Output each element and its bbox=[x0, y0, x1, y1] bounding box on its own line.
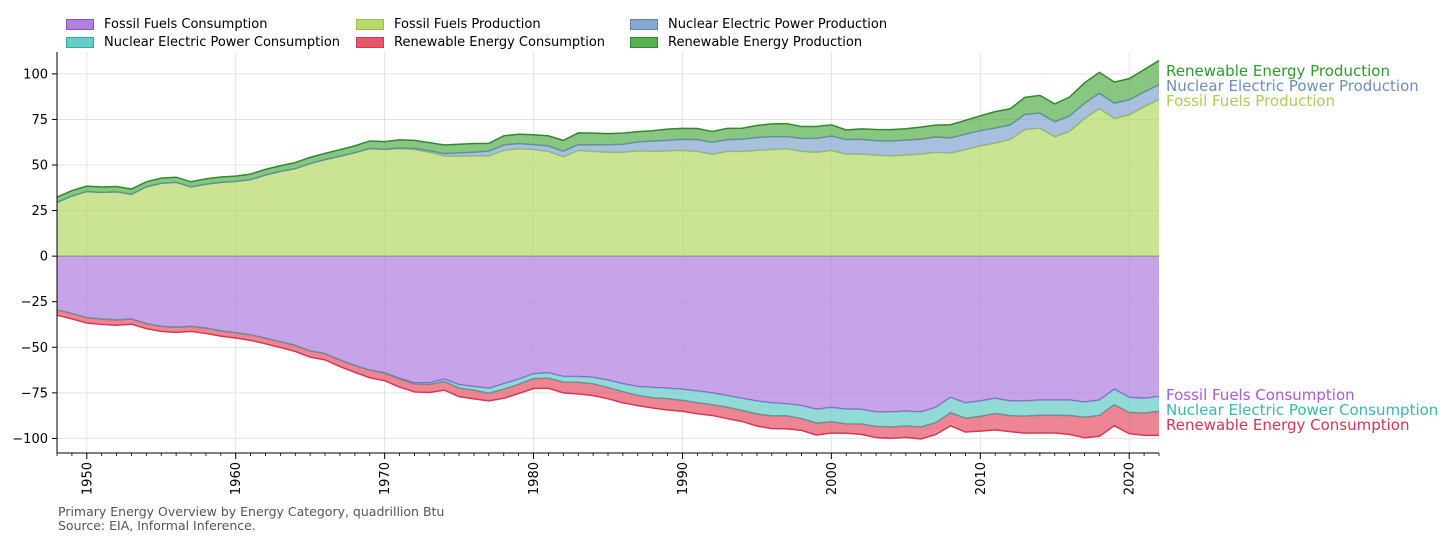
y-tick-label: −25 bbox=[21, 295, 48, 310]
legend-swatch bbox=[66, 19, 94, 30]
production-area-nuclear-electric-power-production bbox=[57, 84, 1159, 203]
x-tick-label: 2010 bbox=[974, 462, 989, 495]
end-label: Nuclear Electric Power Production bbox=[1166, 77, 1419, 95]
legend-swatch bbox=[66, 37, 94, 48]
x-tick-label: 2020 bbox=[1123, 462, 1138, 495]
y-tick-label: −100 bbox=[12, 432, 48, 447]
legend-swatch bbox=[630, 19, 658, 30]
chart-title: Primary Energy Overview by Energy Catego… bbox=[58, 504, 445, 519]
consumption-area-fossil-fuels-consumption bbox=[57, 256, 1159, 412]
x-tick-label: 2000 bbox=[825, 462, 840, 495]
end-label: Fossil Fuels Production bbox=[1166, 92, 1335, 110]
y-tick-label: 25 bbox=[31, 204, 48, 219]
x-tick-label: 1980 bbox=[527, 462, 542, 495]
x-tick-label: 1960 bbox=[229, 462, 244, 495]
y-tick-label: −75 bbox=[21, 386, 48, 401]
legend-label: Renewable Energy Consumption bbox=[394, 35, 606, 50]
chart-source: Source: EIA, Informal Inference. bbox=[58, 518, 256, 533]
production-area-renewable-energy-production bbox=[57, 60, 1159, 203]
x-tick-label: 1950 bbox=[80, 462, 95, 495]
legend-label: Nuclear Electric Power Consumption bbox=[104, 35, 341, 50]
legend-item: Fossil Fuels Consumption bbox=[66, 17, 268, 32]
production-line-renewable-energy-production bbox=[56, 59, 1160, 198]
end-label: Nuclear Electric Power Consumption bbox=[1166, 401, 1438, 419]
legend-item: Renewable Energy Production bbox=[630, 35, 862, 50]
legend-item: Nuclear Electric Power Consumption bbox=[66, 35, 340, 50]
legend-label: Fossil Fuels Consumption bbox=[104, 17, 268, 32]
legend-label: Fossil Fuels Production bbox=[394, 17, 541, 32]
legend-label: Renewable Energy Production bbox=[668, 35, 863, 50]
legend-swatch bbox=[356, 37, 384, 48]
consumption-line-renewable-energy-consumption bbox=[56, 314, 1159, 440]
chart-legend: Fossil Fuels Consumption Nuclear Electri… bbox=[66, 17, 966, 57]
end-label: Fossil Fuels Consumption bbox=[1166, 386, 1355, 404]
x-tick-label: 1970 bbox=[378, 462, 393, 495]
y-tick-label: 50 bbox=[31, 159, 48, 174]
y-tick-label: −50 bbox=[21, 341, 48, 356]
legend-swatch bbox=[356, 19, 384, 30]
end-label: Renewable Energy Production bbox=[1166, 62, 1390, 80]
y-tick-label: 100 bbox=[23, 67, 48, 82]
consumption-area-renewable-energy-consumption bbox=[57, 309, 1159, 439]
y-tick-label: 75 bbox=[31, 113, 48, 128]
legend-swatch bbox=[630, 37, 658, 48]
x-tick-label: 1990 bbox=[676, 462, 691, 495]
legend-label: Nuclear Electric Power Production bbox=[668, 17, 888, 32]
legend-item: Fossil Fuels Production bbox=[356, 17, 541, 32]
production-area-fossil-fuels-production bbox=[57, 99, 1159, 257]
legend-item: Renewable Energy Consumption bbox=[356, 35, 605, 50]
y-tick-label: 0 bbox=[40, 250, 48, 265]
end-label: Renewable Energy Consumption bbox=[1166, 416, 1410, 434]
legend-item: Nuclear Electric Power Production bbox=[630, 17, 887, 32]
